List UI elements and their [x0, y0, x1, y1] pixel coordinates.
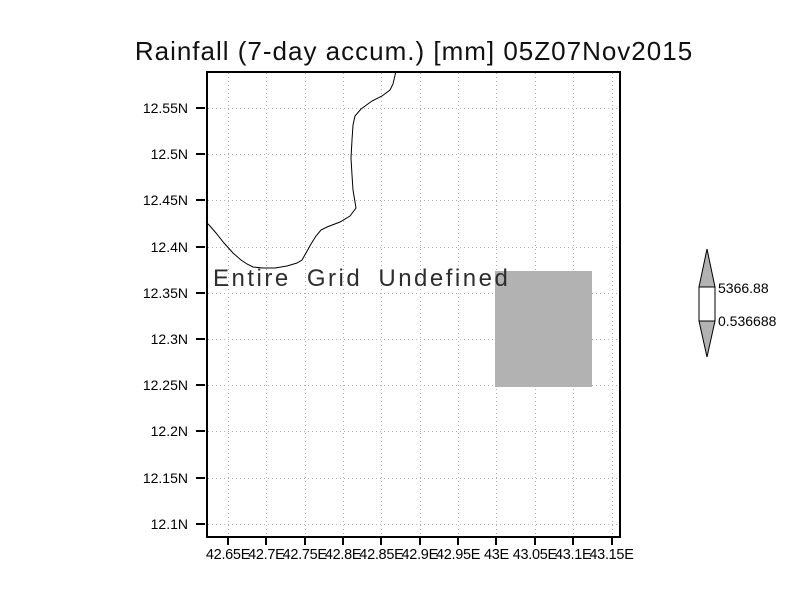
x-tick-label: 42.85E	[359, 547, 404, 563]
undefined-notice: Entire Grid Undefined	[213, 265, 511, 292]
x-tick	[418, 538, 421, 545]
y-tick-label: 12.4N	[150, 238, 188, 255]
y-tick	[196, 522, 205, 525]
x-tick-label: 42.8E	[324, 547, 362, 563]
y-tick	[196, 107, 205, 109]
colorbar-max-label: 5366.88	[718, 280, 769, 296]
colorbar-upper-arrow-icon	[698, 248, 716, 288]
x-grid-line	[266, 73, 268, 536]
x-tick	[303, 538, 306, 545]
y-tick-label: 12.15N	[142, 469, 188, 486]
y-tick	[196, 430, 205, 433]
y-grid-line	[208, 108, 619, 109]
y-grid-line	[208, 200, 619, 202]
x-tick-label: 43.05E	[512, 547, 557, 563]
x-tick-label: 42.65E	[205, 547, 251, 563]
y-grid-line	[208, 246, 619, 248]
x-tick-label: 43.1E	[554, 547, 592, 563]
x-grid-line	[228, 73, 229, 536]
y-tick	[196, 291, 205, 294]
colorbar	[698, 248, 716, 358]
x-tick-label: 42.75E	[282, 547, 327, 563]
y-grid-line	[208, 477, 619, 479]
plot-title: Rainfall (7-day accum.) [mm] 05Z07Nov201…	[134, 36, 694, 66]
x-tick-label: 42.95E	[436, 547, 481, 563]
x-grid-line	[304, 73, 306, 536]
x-tick	[342, 538, 345, 545]
x-tick-label: 43E	[483, 547, 509, 563]
plot-frame	[206, 71, 621, 538]
undefined-region-box	[495, 271, 592, 387]
y-grid-line	[208, 339, 619, 340]
y-tick-label: 12.5N	[150, 146, 188, 163]
x-grid-line	[611, 73, 613, 536]
x-grid-line	[419, 73, 421, 536]
y-tick	[196, 476, 205, 479]
y-grid-line	[208, 385, 619, 387]
x-tick	[457, 538, 460, 545]
x-tick	[380, 538, 383, 545]
colorbar-min-label: 0.536688	[718, 313, 777, 329]
y-tick	[196, 384, 205, 387]
y-tick-label: 12.55N	[142, 100, 188, 116]
y-tick-label: 12.1N	[150, 515, 188, 532]
x-tick-label: 43.15E	[589, 547, 634, 563]
y-tick-label: 12.35N	[142, 284, 188, 301]
x-tick	[572, 538, 575, 545]
y-grid-line	[208, 431, 619, 433]
y-grid-line	[208, 292, 619, 294]
y-tick	[196, 245, 205, 248]
colorbar-lower-arrow-icon	[698, 320, 716, 358]
y-tick-label: 12.2N	[150, 423, 188, 440]
x-tick	[533, 538, 536, 545]
x-tick	[227, 538, 229, 545]
x-tick	[265, 538, 268, 545]
y-tick-label: 12.25N	[142, 377, 188, 394]
x-tick-label: 42.7E	[248, 547, 285, 563]
x-tick	[610, 538, 613, 545]
y-grid-line	[208, 154, 619, 156]
colorbar-mid-cell	[698, 286, 716, 322]
y-grid-line	[208, 523, 619, 525]
x-grid-line	[343, 73, 345, 536]
x-tick-label: 42.9E	[401, 547, 439, 563]
x-grid-line	[458, 73, 460, 536]
y-tick	[196, 153, 205, 156]
x-tick	[495, 538, 498, 545]
y-tick	[196, 338, 205, 340]
y-tick	[196, 199, 205, 202]
y-tick-label: 12.3N	[150, 331, 188, 347]
y-tick-label: 12.45N	[142, 192, 188, 209]
x-grid-line	[381, 73, 383, 536]
